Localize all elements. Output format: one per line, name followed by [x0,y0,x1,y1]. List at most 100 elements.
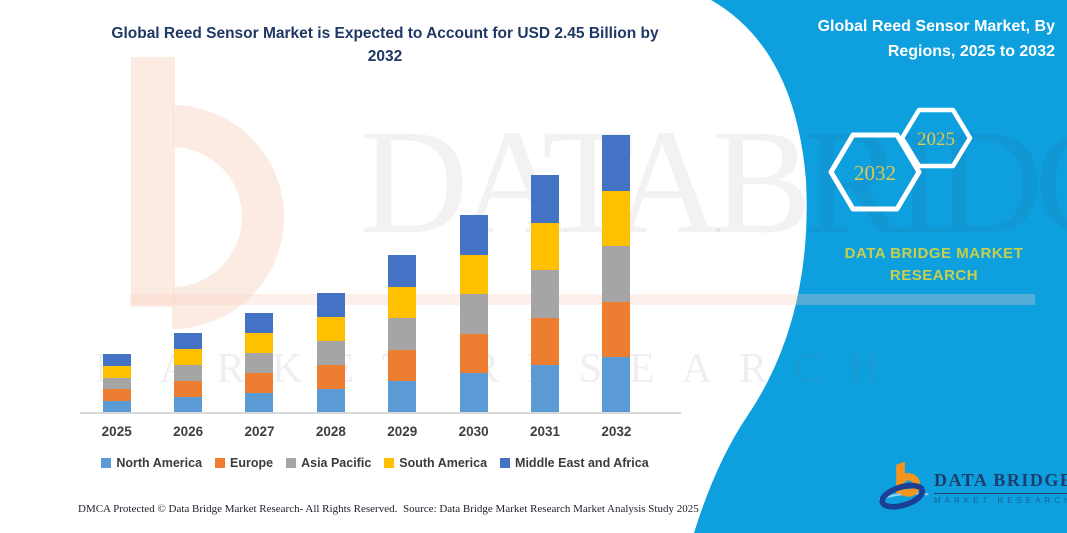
legend-marker-europe [215,458,226,468]
segment-2025-asia-pacific [102,377,131,390]
segment-2030-asia-pacific [459,294,488,334]
source-note: Source: Data Bridge Market Research Mark… [403,503,699,515]
logo-text: DATA BRIDGE MARKET RESEARCH [934,470,1067,505]
watermark-underline [130,294,1035,305]
segment-2031-south-america [531,222,560,271]
segment-2027-south-america [245,333,274,354]
segment-2032-north-america [602,357,631,413]
stacked-bar-2032 [602,135,631,413]
bar-column-2031 [509,135,580,413]
legend-item-europe: Europe [215,456,273,470]
bar-column-2025 [81,135,152,413]
x-axis-label-2026: 2026 [173,424,204,439]
side-panel-title-line1: Global Reed Sensor Market, By [817,18,1055,35]
hexagon-2032-label: 2032 [854,161,896,185]
x-axis-label-2032: 2032 [601,424,632,439]
logo-title: DATA BRIDGE [934,470,1067,494]
peach-logo-watermark-bowl [172,103,304,331]
segment-2032-middle-east-and-africa [602,135,631,191]
segment-2028-south-america [316,316,345,341]
hexagon-2025-label: 2025 [917,129,955,150]
legend-item-south-america: South America [384,456,487,470]
segment-2025-south-america [102,365,131,378]
segment-2030-south-america [459,254,488,295]
segment-2031-middle-east-and-africa [531,175,560,223]
year-hexagons: 2025 2032 [828,107,973,212]
segment-2029-north-america [388,381,417,413]
legend-label-middle-east-and-africa: Middle East and Africa [515,456,649,470]
segment-2025-middle-east-and-africa [102,354,131,366]
segment-2027-asia-pacific [245,353,274,374]
data-bridge-logo: DATA BRIDGE MARKET RESEARCH [878,456,1067,512]
hexagon-2032-outline [828,132,922,212]
hexagon-2025-outline [899,107,973,169]
side-panel-title: Global Reed Sensor Market, By Regions, 2… [780,14,1055,64]
bar-column-2030 [438,135,509,413]
segment-2028-europe [316,364,345,389]
segment-2029-asia-pacific [388,318,417,350]
segment-2026-south-america [174,349,203,366]
bar-column-2032 [581,135,652,413]
legend-item-asia-pacific: Asia Pacific [286,456,371,470]
segment-2031-europe [531,317,560,366]
chart-title: Global Reed Sensor Market is Expected to… [40,22,730,68]
segment-2026-north-america [174,397,203,413]
segment-2026-asia-pacific [174,365,203,382]
legend-marker-asia-pacific [286,458,297,468]
side-panel-title-line2: Regions, 2025 to 2032 [887,43,1055,60]
stacked-bar-2027 [245,313,274,413]
segment-2027-north-america [245,393,274,413]
bar-column-2026 [152,135,223,413]
panel-brand-line2: RESEARCH [889,267,979,284]
segment-2026-middle-east-and-africa [174,333,203,350]
x-axis-line [80,412,681,414]
x-axis-label-2031: 2031 [530,424,561,439]
x-axis-labels: 2025 2026 2027 2028 2029 2030 2031 2032 [81,424,652,439]
segment-2028-asia-pacific [316,340,345,365]
segment-2032-europe [602,301,631,358]
panel-brand-line1: DATA BRIDGE MARKET [844,245,1024,262]
stacked-bar-2030 [459,215,488,413]
chart-title-line1: Global Reed Sensor Market is Expected to… [111,25,659,42]
segment-2026-europe [174,381,203,398]
bar-column-2029 [367,135,438,413]
legend-marker-north-america [101,458,112,468]
x-axis-label-2028: 2028 [315,424,346,439]
segment-2030-europe [459,333,488,374]
stacked-bar-2029 [388,255,417,413]
legend-label-south-america: South America [399,456,488,470]
panel-brand-text: DATA BRIDGE MARKET RESEARCH [844,243,1024,287]
segment-2031-asia-pacific [531,270,560,318]
legend-label-asia-pacific: Asia Pacific [301,456,372,470]
segment-2028-middle-east-and-africa [316,292,345,317]
x-axis-label-2029: 2029 [387,424,418,439]
segment-2029-middle-east-and-africa [388,255,417,287]
logo-subtitle: MARKET RESEARCH [934,496,1067,505]
bar-column-2028 [295,135,366,413]
segment-2025-north-america [102,401,131,413]
data-bridge-logo-icon [878,461,929,510]
segment-2032-asia-pacific [602,246,631,302]
legend-label-north-america: North America [116,456,203,470]
segment-2029-south-america [388,286,417,319]
legend-marker-south-america [384,458,395,468]
stacked-bar-2031 [531,175,560,413]
legend-item-middle-east-and-africa: Middle East and Africa [500,456,649,470]
segment-2030-north-america [459,373,488,413]
segment-2027-middle-east-and-africa [245,313,274,334]
stacked-bar-chart [81,135,652,413]
stacked-bar-2028 [316,292,345,413]
x-axis-label-2025: 2025 [101,424,132,439]
segment-2028-north-america [316,388,345,413]
chart-title-line2: 2032 [367,48,403,65]
x-axis-label-2027: 2027 [244,424,275,439]
chart-legend: North America Europe Asia Pacific South Ame… [75,456,675,470]
peach-logo-watermark-stem [131,57,175,307]
segment-2031-north-america [531,365,560,413]
dmca-notice: DMCA Protected © Data Bridge Market Rese… [78,503,398,515]
stacked-bar-2026 [174,333,203,413]
bar-column-2027 [224,135,295,413]
legend-item-north-america: North America [101,456,202,470]
